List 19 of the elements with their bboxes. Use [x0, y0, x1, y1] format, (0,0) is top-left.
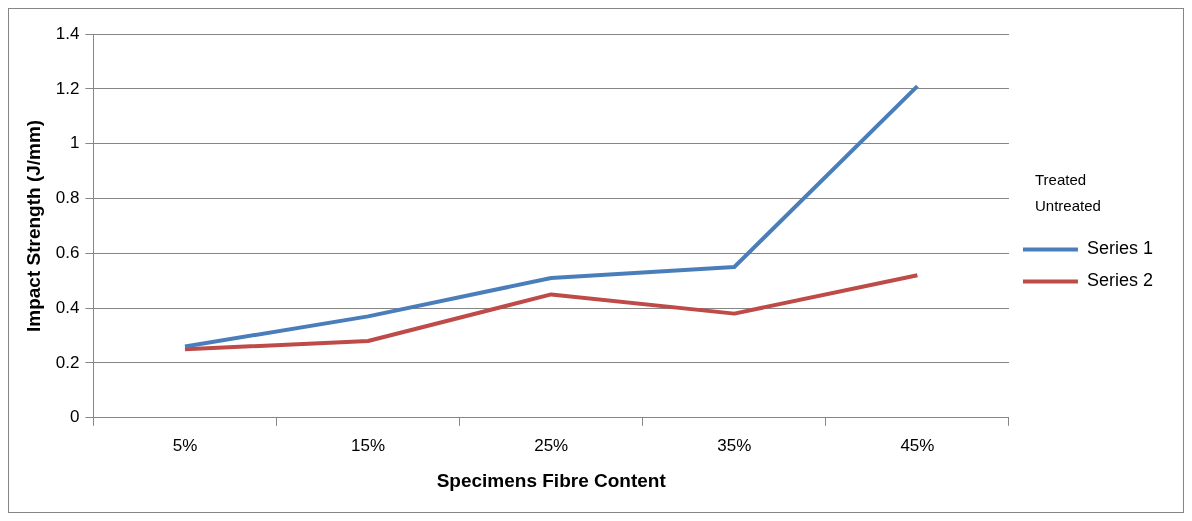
- text: Treated: [1034, 170, 1087, 188]
- x-tick-label: 25%: [534, 435, 569, 455]
- y-tick-label: 0.4: [55, 297, 80, 317]
- legend-label: Series 1: [1086, 238, 1154, 259]
- y-tick-label: 0.2: [55, 352, 80, 372]
- y-tick-label: 1.2: [55, 78, 80, 98]
- x-tick-label: 35%: [717, 435, 752, 455]
- y-tick-label: 0.8: [55, 188, 80, 208]
- x-tick-label: 5%: [172, 435, 198, 455]
- y-tick-label: 1.4: [55, 23, 80, 43]
- y-axis-title: Impact Strength (J/mm): [22, 119, 44, 332]
- x-tick-label: 45%: [900, 435, 935, 455]
- y-tick-label: 0: [69, 407, 80, 427]
- text: Untreated: [1034, 196, 1101, 214]
- x-axis-title: Specimens Fibre Content: [436, 469, 667, 491]
- y-tick-label: 1: [69, 133, 80, 153]
- y-tick-label: 0.6: [55, 243, 80, 262]
- legend-label: Series 2: [1086, 270, 1154, 291]
- x-tick-label: 15%: [351, 435, 386, 455]
